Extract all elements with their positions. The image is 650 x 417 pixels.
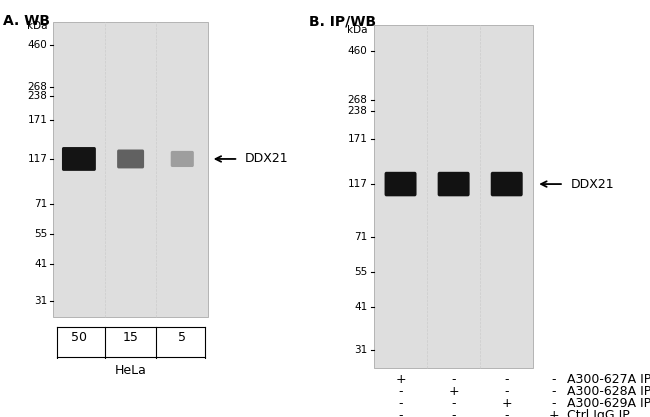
Text: kDa: kDa [347,25,367,35]
Text: -: - [398,409,403,417]
Text: B. IP/WB: B. IP/WB [309,15,376,28]
Text: 71: 71 [34,199,47,209]
Text: -: - [551,385,556,398]
Text: -: - [504,385,509,398]
Text: -: - [398,385,403,398]
Text: 50: 50 [71,331,87,344]
Text: DDX21: DDX21 [244,153,288,166]
Text: 41: 41 [34,259,47,269]
Text: 71: 71 [354,232,367,242]
Text: -: - [551,397,556,410]
Text: 268: 268 [348,95,367,105]
Text: 15: 15 [123,331,138,344]
Text: +: + [395,373,406,386]
Text: 31: 31 [354,344,367,354]
Text: A300-627A IP: A300-627A IP [567,373,650,386]
Text: A. WB: A. WB [3,14,50,28]
Text: 55: 55 [34,229,47,239]
Text: -: - [398,397,403,410]
Text: A300-628A IP: A300-628A IP [567,385,650,398]
Text: HeLa: HeLa [114,364,146,377]
Text: 117: 117 [27,154,47,164]
Bar [53,23,208,317]
FancyBboxPatch shape [62,147,96,171]
Text: -: - [451,409,456,417]
Text: +: + [501,397,512,410]
Text: 171: 171 [27,116,47,126]
Text: 117: 117 [348,179,367,189]
Text: -: - [551,373,556,386]
Text: 268: 268 [27,82,47,92]
Text: DDX21: DDX21 [571,178,614,191]
Text: 55: 55 [354,267,367,277]
Text: A300-629A IP: A300-629A IP [567,397,650,410]
Text: 460: 460 [348,46,367,56]
Text: 5: 5 [178,331,187,344]
FancyBboxPatch shape [171,151,194,167]
Text: 31: 31 [34,296,47,306]
Text: 238: 238 [348,106,367,116]
Text: 171: 171 [348,134,367,144]
Text: 238: 238 [27,91,47,101]
Text: Ctrl IgG IP: Ctrl IgG IP [567,409,630,417]
Text: -: - [451,373,456,386]
Text: +: + [548,409,559,417]
Text: 460: 460 [27,40,47,50]
Text: -: - [451,397,456,410]
Text: 41: 41 [354,301,367,311]
FancyBboxPatch shape [385,172,417,196]
Text: -: - [504,373,509,386]
FancyBboxPatch shape [117,150,144,168]
Text: -: - [504,409,509,417]
Bar [374,25,533,368]
FancyBboxPatch shape [491,172,523,196]
Text: +: + [448,385,459,398]
FancyBboxPatch shape [437,172,469,196]
Text: kDa: kDa [27,21,47,31]
